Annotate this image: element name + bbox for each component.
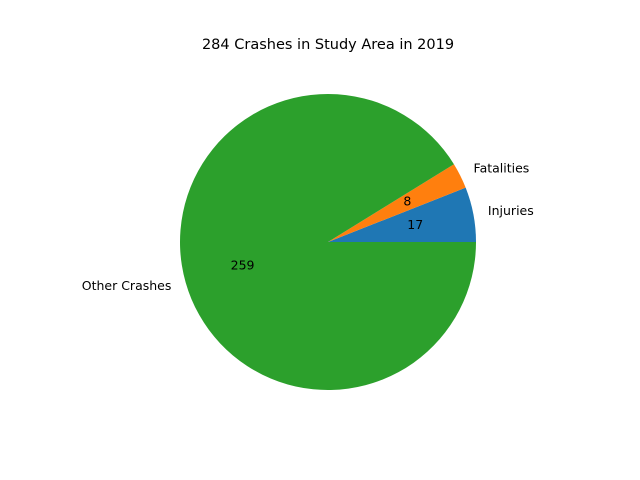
slice-value-injuries: 17 bbox=[407, 217, 423, 232]
pie-slice-injuries bbox=[328, 187, 476, 242]
pie-slices bbox=[180, 94, 476, 391]
pie-labels: Injuries 17 Fatalities 8 Other Crashes 259 bbox=[82, 161, 534, 293]
slice-label-injuries: Injuries bbox=[488, 203, 534, 218]
chart-title: 284 Crashes in Study Area in 2019 bbox=[202, 37, 454, 53]
pie-slice-fatalities bbox=[328, 164, 466, 242]
pie-slice-other-crashes bbox=[180, 94, 476, 391]
slice-label-fatalities: Fatalities bbox=[474, 161, 530, 176]
slice-value-fatalities: 8 bbox=[403, 194, 411, 209]
slice-label-other-crashes: Other Crashes bbox=[82, 278, 172, 293]
slice-value-other-crashes: 259 bbox=[231, 258, 255, 273]
